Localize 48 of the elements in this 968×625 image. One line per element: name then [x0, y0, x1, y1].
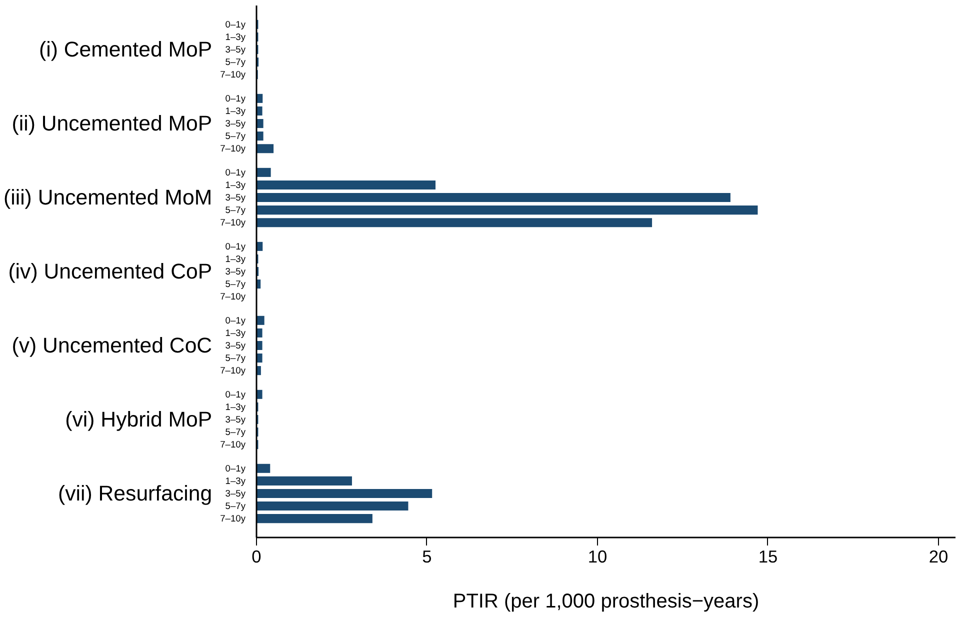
series-label: 1–3y [225, 476, 246, 486]
text: 7–10y [220, 292, 246, 302]
x-tick-label: 20 [928, 546, 948, 566]
series-label: 3–5y [225, 488, 246, 498]
text: 7–10y [220, 440, 246, 450]
y-tick-label: (i) Cemented MoP [39, 38, 212, 62]
text: 1–3y [225, 180, 246, 190]
text: 1–3y [225, 254, 246, 264]
series-label: 7–10y [220, 514, 246, 524]
text: 7–10y [220, 218, 246, 228]
text: 1–3y [225, 106, 246, 116]
text: 3–5y [225, 266, 246, 276]
text: 0–1y [225, 93, 246, 104]
series-label: 0–1y [225, 463, 246, 474]
text: 0–1y [225, 315, 246, 326]
x-tick-label: 10 [588, 546, 608, 566]
y-tick-label: (ii) Uncemented MoP [12, 112, 212, 136]
x-tick-label: 0 [252, 546, 262, 566]
series-label: 5–7y [225, 501, 246, 512]
text: 0–1y [225, 167, 246, 178]
text: 3–5y [225, 44, 246, 55]
x-axis-title: PTIR (per 1,000 prosthesis−years) [452, 590, 760, 612]
text: 0–1y [225, 389, 246, 400]
y-tick-label: (v) Uncemented CoC [12, 333, 212, 358]
text: 3–5y [225, 192, 246, 203]
text: 5–7y [225, 57, 246, 68]
text: 5–7y [225, 427, 246, 438]
text: 3–5y [225, 340, 246, 350]
x-tick-label: 5 [422, 546, 432, 566]
text: 1–3y [225, 402, 246, 412]
y-tick-label: (vii) Resurfacing [58, 481, 212, 506]
text: 7–10y [220, 144, 246, 154]
text: 1–3y [225, 32, 246, 42]
text: 7–10y [220, 366, 246, 376]
text: 0–1y [225, 19, 246, 30]
text: 3–5y [225, 414, 246, 424]
text: 7–10y [220, 70, 246, 80]
y-tick-label: (iii) Uncemented MoM [3, 186, 212, 210]
text: 1–3y [225, 328, 246, 338]
text: 5–7y [225, 205, 246, 216]
text: 3–5y [225, 118, 246, 129]
text: 0–1y [225, 241, 246, 252]
y-tick-label: (iv) Uncemented CoP [8, 260, 212, 284]
text: 5–7y [225, 353, 246, 364]
y-tick-label: (vi) Hybrid MoP [65, 407, 212, 432]
x-tick-label: 15 [758, 546, 778, 566]
text: 5–7y [225, 131, 246, 142]
text: 5–7y [225, 279, 246, 290]
